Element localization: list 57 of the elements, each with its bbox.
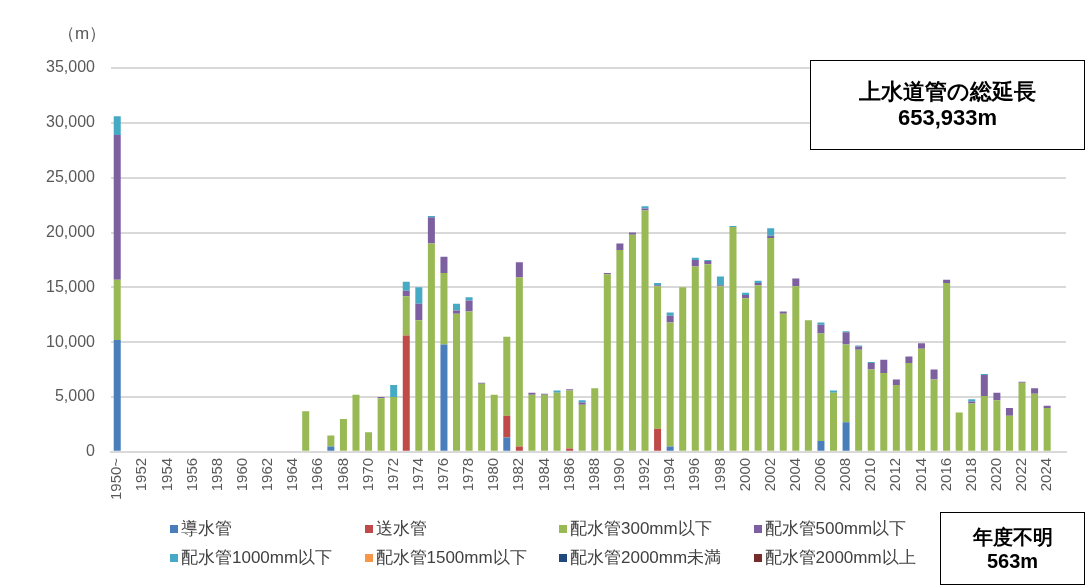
y-axis-title: （m） (58, 23, 107, 45)
legend-label: 送水管 (375, 518, 427, 540)
x-tick-label: 2008 (836, 457, 854, 492)
x-tick-label: 1994 (660, 457, 678, 492)
x-tick-label: 2014 (911, 457, 929, 492)
x-tick-label: 1978 (459, 457, 477, 492)
y-tick-label: 35,000 (46, 58, 96, 76)
legend-label: 配水管1000mm以下 (181, 547, 333, 569)
legend-label: 配水管2000mm未満 (570, 547, 722, 569)
x-tick-label: 1976 (434, 457, 452, 492)
x-tick-label: 1992 (635, 457, 653, 492)
x-tick-label: 1984 (534, 457, 552, 492)
text-box: 年度不明 563m (940, 512, 1085, 585)
text-box: 上水道管の総延長 653,933m (810, 60, 1085, 150)
x-tick-label: 1988 (584, 457, 602, 492)
y-tick-label: 20,000 (46, 222, 96, 240)
x-tick-label: 2022 (1012, 457, 1030, 492)
legend-label: 導水管 (181, 518, 232, 540)
y-tick-label: 0 (86, 442, 96, 460)
x-tick-label: 1974 (408, 457, 426, 492)
x-tick-label: 1960 (233, 457, 251, 492)
x-tick-label: 1956 (182, 457, 200, 492)
x-tick-label: 2002 (760, 457, 778, 492)
x-tick-label: 2024 (1037, 457, 1055, 492)
y-tick-label: 30,000 (46, 113, 96, 131)
legend-label: 配水管1500mm以下 (375, 547, 527, 569)
x-tick-label: 2010 (861, 457, 879, 492)
x-tick-label: 2012 (886, 457, 904, 492)
legend-label: 配水管500mm以下 (764, 518, 907, 540)
x-tick-label: 1964 (283, 457, 301, 492)
x-tick-label: 1962 (258, 457, 276, 492)
x-tick-label: 1972 (383, 457, 401, 492)
x-tick-label: 1966 (308, 457, 326, 492)
x-tick-label: 1952 (132, 457, 150, 492)
x-tick-label: 1980 (484, 457, 502, 492)
x-tick-label: 1996 (685, 457, 703, 492)
legend-label: 配水管300mm以下 (570, 518, 712, 540)
x-tick-label: 1970 (358, 457, 376, 492)
x-tick-label: 1958 (207, 457, 225, 492)
x-tick-label: 1998 (710, 457, 728, 492)
x-tick-label: 1982 (509, 457, 527, 492)
x-tick-label: 1954 (157, 457, 175, 492)
y-tick-label: 5,000 (54, 387, 96, 405)
x-tick-label: 1968 (333, 457, 351, 492)
legend-label: 配水管2000mm以上 (764, 547, 916, 569)
x-tick-label: 2004 (785, 457, 803, 492)
x-tick-label: 2016 (936, 457, 954, 492)
y-tick-label: 25,000 (46, 168, 96, 186)
x-tick-label: 2020 (987, 457, 1005, 492)
y-tick-label: 15,000 (46, 277, 96, 295)
x-tick-label: 1990 (610, 457, 628, 492)
x-tick-label: 2000 (735, 457, 753, 492)
x-tick-label: 1950~ (107, 457, 125, 501)
x-tick-label: 1986 (559, 457, 577, 492)
x-tick-label: 2018 (961, 457, 979, 492)
y-tick-label: 10,000 (46, 332, 96, 350)
x-tick-label: 2006 (811, 457, 829, 492)
